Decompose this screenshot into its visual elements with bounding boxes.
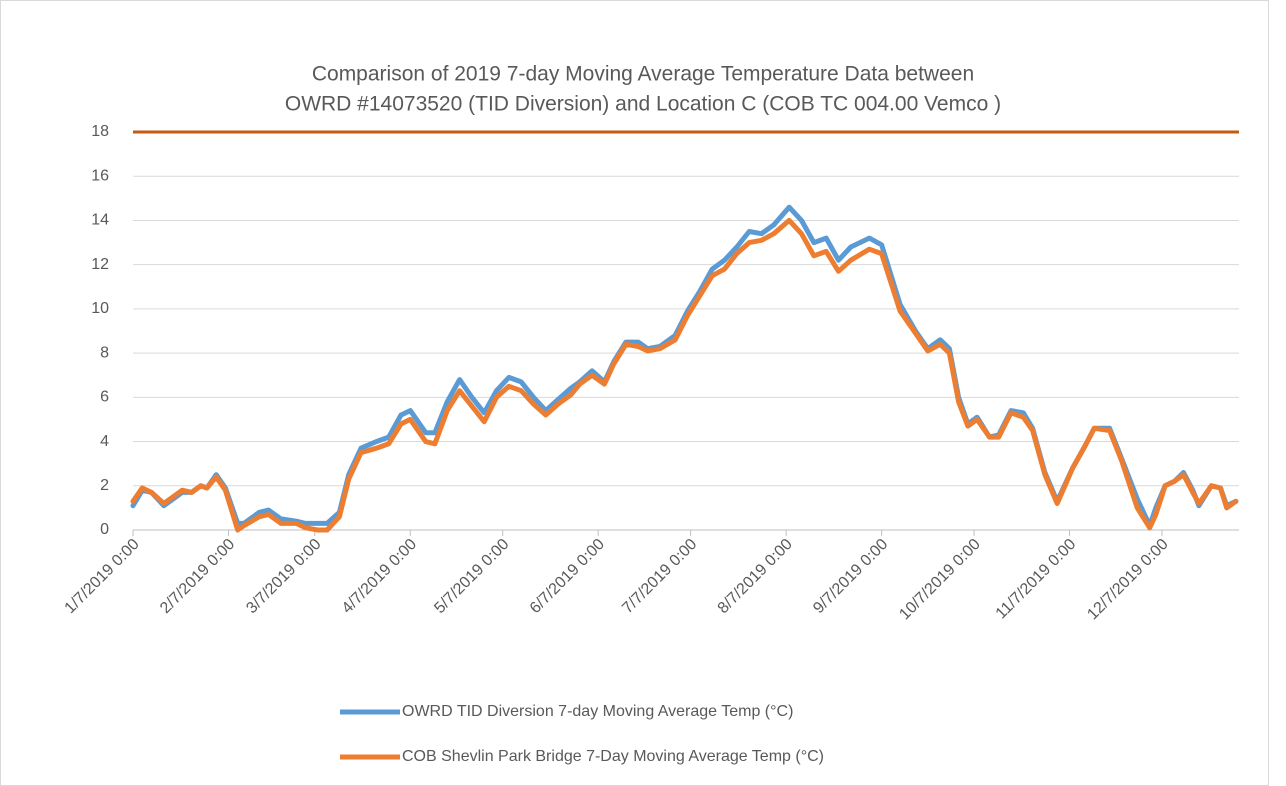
y-tick-label: 0 bbox=[100, 521, 109, 538]
y-tick-label: 6 bbox=[100, 389, 109, 406]
chart-title: Comparison of 2019 7-day Moving Average … bbox=[312, 63, 974, 86]
legend-label: OWRD TID Diversion 7-day Moving Average … bbox=[402, 703, 793, 720]
chart-title: OWRD #14073520 (TID Diversion) and Locat… bbox=[285, 93, 1001, 116]
y-tick-label: 2 bbox=[100, 477, 109, 494]
y-tick-label: 10 bbox=[91, 300, 109, 317]
y-tick-label: 16 bbox=[91, 167, 109, 184]
y-tick-label: 18 bbox=[91, 123, 109, 140]
y-tick-label: 12 bbox=[91, 256, 109, 273]
y-tick-label: 4 bbox=[100, 433, 109, 450]
legend-label: COB Shevlin Park Bridge 7-Day Moving Ave… bbox=[402, 748, 824, 765]
y-tick-label: 14 bbox=[91, 212, 109, 229]
y-tick-label: 8 bbox=[100, 344, 109, 361]
series-line bbox=[130, 217, 1239, 533]
